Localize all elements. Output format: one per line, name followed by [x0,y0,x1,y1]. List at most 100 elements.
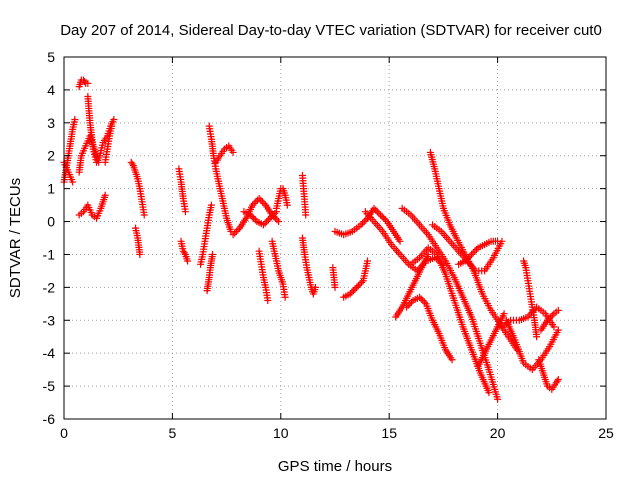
data-point [396,237,404,245]
data-point [264,297,272,305]
data-point [281,293,289,301]
data-point-interp [373,208,381,216]
data-point-interp [360,218,368,226]
y-tick-label: 5 [47,49,55,65]
y-tick-label: 3 [47,115,55,131]
data-point [259,221,267,229]
data-point [69,178,77,186]
data-point [266,214,274,222]
data-series-s27 [392,250,432,321]
plot-frame [63,56,607,420]
data-point [249,201,257,209]
data-layer [60,76,562,403]
y-tick-label: -1 [43,246,56,262]
data-point [255,195,263,203]
data-series-s25 [340,257,372,301]
data-point-interp [466,252,474,260]
data-series-s19 [268,237,289,301]
data-point-interp [81,78,89,86]
y-tick-label: -6 [43,411,56,427]
data-series-s3 [75,76,92,91]
data-point-interp [362,216,370,224]
data-series-s39 [537,306,562,334]
data-point [403,303,411,311]
data-point [136,250,144,258]
data-point-interp [348,288,356,296]
data-point-interp [269,211,277,219]
data-series-s5 [75,132,103,176]
data-series-s12 [205,122,235,235]
data-point [377,211,385,219]
data-point-interp [545,315,553,323]
data-point-interp [234,226,242,234]
data-point-interp [464,254,472,262]
y-tick-label: 4 [47,82,55,98]
data-series-s4 [84,92,118,166]
x-tick-label: 5 [169,425,177,441]
data-point [181,208,189,216]
data-point [302,211,310,219]
data-series-s20 [272,185,291,212]
data-point-interp [404,301,412,309]
data-series-s29 [407,244,493,397]
data-point-interp [351,285,359,293]
data-point-interp [258,198,266,206]
data-point [485,389,493,397]
data-point-interp [349,287,357,295]
x-tick-label: 0 [60,425,68,441]
data-point [71,116,79,124]
data-series-s33 [455,237,502,268]
data-point-interp [356,280,364,288]
x-tick-label: 25 [598,425,614,441]
data-point-interp [263,218,271,226]
data-point [554,306,562,314]
data-point-interp [271,209,279,217]
y-tick-label: 1 [47,181,55,197]
data-point-interp [231,229,239,237]
data-point-interp [232,227,240,235]
data-point-interp [380,214,388,222]
data-point-interp [463,255,471,263]
data-point-interp [547,313,555,321]
y-tick-label: -2 [43,279,56,295]
y-tick-label: 2 [47,148,55,164]
data-point-interp [375,209,383,217]
data-point-interp [273,216,281,224]
data-point [331,283,339,291]
data-point-interp [417,295,425,303]
data-series-s2 [60,158,77,186]
data-point-interp [406,300,414,308]
data-point [246,211,254,219]
data-point-interp [378,213,386,221]
data-point-interp [553,377,561,385]
data-point [554,376,562,384]
data-point-interp [128,160,136,168]
y-axis-label: SDTVAR / TECUs [7,178,24,298]
data-point-interp [469,249,477,257]
data-point [500,310,508,318]
data-point [283,201,291,209]
data-point-interp [250,214,258,222]
data-point [140,211,148,219]
data-point [101,191,109,199]
data-point [353,283,361,291]
data-point [207,201,215,209]
x-axis-label: GPS time / hours [278,458,392,475]
data-series-s6 [75,191,109,222]
y-tick-label: 0 [47,214,55,230]
data-point-interp [260,199,268,207]
data-point [209,250,217,258]
data-series-s21 [298,234,319,298]
data-point [543,316,551,324]
data-series-s18 [255,247,272,305]
data-point [416,293,424,301]
data-point-interp [248,213,256,221]
data-series-s31 [426,148,521,354]
data-series-s22 [298,171,310,219]
x-tick-label: 20 [490,425,506,441]
data-point [554,326,562,334]
data-point [311,283,319,291]
data-point [533,333,541,341]
data-series-s8 [127,158,148,219]
